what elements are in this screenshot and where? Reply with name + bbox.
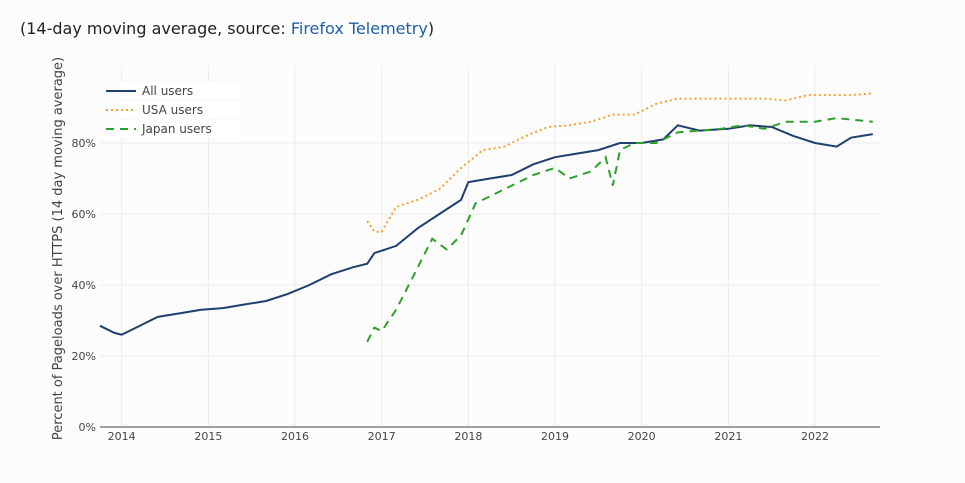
x-tick-label: 2016	[281, 430, 309, 443]
legend-bg	[120, 120, 240, 137]
caption-suffix: )	[427, 19, 435, 38]
y-tick-label: 80%	[72, 137, 96, 150]
chart-caption: (14-day moving average, source: Firefox …	[20, 19, 434, 38]
x-tick-label: 2021	[714, 430, 742, 443]
x-tick-label: 2015	[194, 430, 222, 443]
legend-label: All users	[142, 84, 193, 98]
y-tick-label: 60%	[72, 208, 96, 221]
y-axis-label: Percent of Pageloads over HTTPS (14 day …	[51, 57, 66, 440]
caption-prefix: (14-day moving average, source:	[20, 19, 291, 38]
series-line-usa-users	[366, 92, 873, 233]
x-tick-label: 2014	[108, 430, 136, 443]
y-tick-label: 20%	[72, 350, 96, 363]
legend-label: USA users	[142, 103, 203, 117]
series-line-all-users	[99, 124, 873, 336]
legend-bg	[120, 82, 240, 99]
legend-bg	[120, 101, 240, 118]
https-chart: 0% 20% 40% 60% 80% 2014 2015 2016 2017 2018 2019 20…	[51, 57, 880, 443]
x-tick-label: 2022	[801, 430, 829, 443]
x-tick-label: 2018	[454, 430, 482, 443]
x-tick-label: 2020	[628, 430, 656, 443]
x-tick-label: 2017	[368, 430, 396, 443]
series-line-japan-users	[366, 117, 873, 343]
x-tick-label: 2019	[541, 430, 569, 443]
y-tick-label: 0%	[79, 421, 96, 434]
firefox-telemetry-link[interactable]: Firefox Telemetry	[290, 19, 428, 38]
y-tick-label: 40%	[72, 279, 96, 292]
legend-label: Japan users	[141, 122, 212, 136]
